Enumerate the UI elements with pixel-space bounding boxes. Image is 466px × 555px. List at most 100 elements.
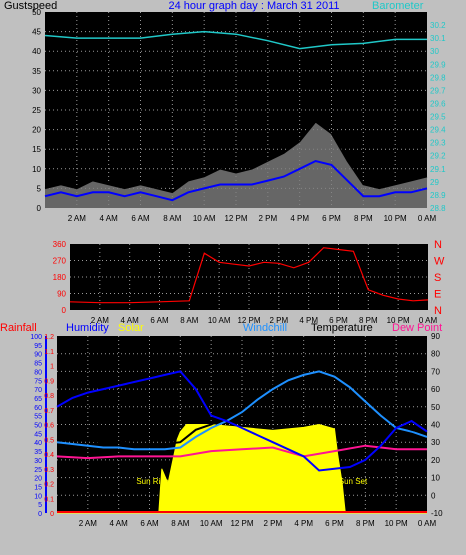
gust-area (45, 121, 427, 208)
x-tick-label: 8 PM (356, 519, 375, 528)
humidity-y-tick-label: 85 (34, 361, 42, 368)
direction-y-tick-label: 360 (53, 240, 67, 249)
barometer-y-tick-label: 30 (430, 47, 439, 56)
x-tick-label: 2 AM (91, 316, 110, 325)
direction-series (69, 247, 429, 304)
x-tick-label: 10 PM (385, 519, 408, 528)
humidity-y-tick-label: 65 (34, 396, 42, 403)
gust-y-tick-label: 15 (32, 145, 41, 154)
gust-y-tick-label: 20 (32, 126, 41, 135)
rainfall-y-tick-label: 1.1 (44, 349, 54, 356)
legend-label: Humidity (66, 322, 109, 334)
x-tick-label: 8 AM (171, 519, 190, 528)
x-tick-label: 8 PM (359, 316, 378, 325)
legend-label: Rainfall (0, 322, 37, 334)
barometer-y-tick-label: 30.1 (430, 34, 446, 43)
x-tick-label: 4 AM (121, 316, 140, 325)
x-tick-label: 12 PM (230, 519, 253, 528)
barometer-y-tick-label: 29.4 (430, 126, 446, 135)
x-tick-label: 2 AM (68, 214, 87, 223)
direction-y-ticks: 0 90 180 270 360 (53, 240, 67, 315)
wind-line (44, 159, 428, 202)
direction-line (69, 247, 429, 304)
temperature-y-tick-label: 50 (431, 403, 440, 412)
x-tick-label: 10 PM (387, 316, 410, 325)
x-tick-label: 12 PM (237, 316, 260, 325)
temp-grid (57, 336, 427, 513)
x-tick-label: 2 PM (263, 519, 282, 528)
windchill-line (56, 370, 428, 451)
legend-label: Solar (118, 322, 144, 334)
humidity-y-tick-label: 90 (34, 352, 42, 359)
x-tick-label: 10 AM (208, 316, 231, 325)
rainfall-y-tick-label: 0.8 (44, 393, 54, 400)
x-tick-label: 10 AM (193, 214, 216, 223)
rainfall-y-tick-label: 0 (50, 511, 54, 518)
barometer-y-tick-label: 29.3 (430, 139, 446, 148)
rainfall-y-tick-label: 0.9 (44, 378, 54, 385)
humidity-y-tick-label: 70 (34, 387, 42, 394)
humidity-y-tick-label: 45 (34, 431, 42, 438)
rainfall-y-tick-label: 0.5 (44, 437, 54, 444)
gust-y-tick-label: 0 (37, 204, 42, 213)
humidity-y-tick-label: 75 (34, 378, 42, 385)
barometer-y-tick-label: 28.9 (430, 191, 446, 200)
compass-letter: E (434, 289, 441, 301)
x-tick-label: 2 PM (258, 214, 277, 223)
humidity-y-tick-label: 80 (34, 369, 42, 376)
compass-letter: N (434, 305, 442, 317)
barometer-y-tick-label: 29.6 (430, 99, 446, 108)
temperature-y-tick-label: 60 (431, 385, 440, 394)
gust-y-tick-label: 40 (32, 47, 41, 56)
x-tick-label: 8 AM (163, 214, 182, 223)
rainfall-y-tick-label: 0.4 (44, 452, 54, 459)
humidity-y-tick-label: 10 (34, 493, 42, 500)
x-tick-label: 4 PM (299, 316, 318, 325)
humidity-y-tick-label: 50 (34, 423, 42, 430)
barometer-y-tick-label: 29.7 (430, 86, 446, 95)
chart-title: 24 hour graph day : March 31 2011 (168, 0, 339, 12)
barometer-y-ticks: 28.8 28.9 29 29.1 29.2 29.3 29.4 29.5 29.6 29.7 29… (430, 21, 446, 213)
humidity-y-tick-label: 35 (34, 449, 42, 456)
temperature-y-tick-label: 0 (431, 491, 436, 500)
humidity-y-tick-label: 40 (34, 440, 42, 447)
gust-y-tick-label: 5 (37, 184, 42, 193)
humidity-y-tick-label: 60 (34, 405, 42, 412)
humidity-line (56, 370, 428, 472)
compass-letter: W (434, 256, 445, 268)
x-tick-label: 6 PM (329, 316, 348, 325)
temp-series (56, 366, 428, 514)
gust-y-tick-label: 25 (32, 106, 41, 115)
humidity-y-tick-label: 20 (34, 476, 42, 483)
barometer-y-tick-label: 29.5 (430, 113, 446, 122)
x-tick-label: 8 AM (180, 316, 199, 325)
temperature-y-tick-label: 70 (431, 367, 440, 376)
humidity-y-tick-label: 100 (30, 334, 42, 341)
sun-rise-label: Sun Rise (136, 477, 169, 486)
rainfall-y-tick-label: 0.6 (44, 423, 54, 430)
dew-point-line (56, 444, 427, 460)
temperature-y-tick-label: 10 (431, 474, 440, 483)
temperature-y-tick-label: -10 (431, 509, 443, 518)
sun-set-label: Sun Set (339, 477, 368, 486)
x-tick-label: 4 PM (290, 214, 309, 223)
barometer-y-tick-label: 29 (430, 178, 439, 187)
x-tick-label: 2 AM (79, 519, 98, 528)
rainfall-y-tick-label: 0.3 (44, 467, 54, 474)
x-tick-label: 10 PM (384, 214, 407, 223)
barometer-y-tick-label: 29.8 (430, 73, 446, 82)
direction-y-tick-label: 90 (57, 290, 66, 299)
compass-letter: N (434, 239, 442, 251)
temperature-y-tick-label: 40 (431, 421, 440, 430)
x-tick-label: 6 PM (322, 214, 341, 223)
wind-y-ticks: 0 5 10 15 20 25 30 35 40 45 50 (32, 8, 41, 213)
x-tick-label: 6 PM (325, 519, 344, 528)
bottom-legend: Rainfall Humidity Solar Windchill Temperatur… (0, 322, 442, 334)
barometer-y-tick-label: 29.1 (430, 165, 446, 174)
rainfall-y-tick-label: 0.1 (44, 496, 54, 503)
rainfall-y-tick-label: 1 (50, 364, 54, 371)
rainfall-y-ticks: 0 0.1 0.2 0.3 0.4 0.5 0.6 0.7 0.8 0.9 1 1.1 1.2 (44, 334, 54, 518)
humidity-y-tick-label: 0 (38, 511, 42, 518)
